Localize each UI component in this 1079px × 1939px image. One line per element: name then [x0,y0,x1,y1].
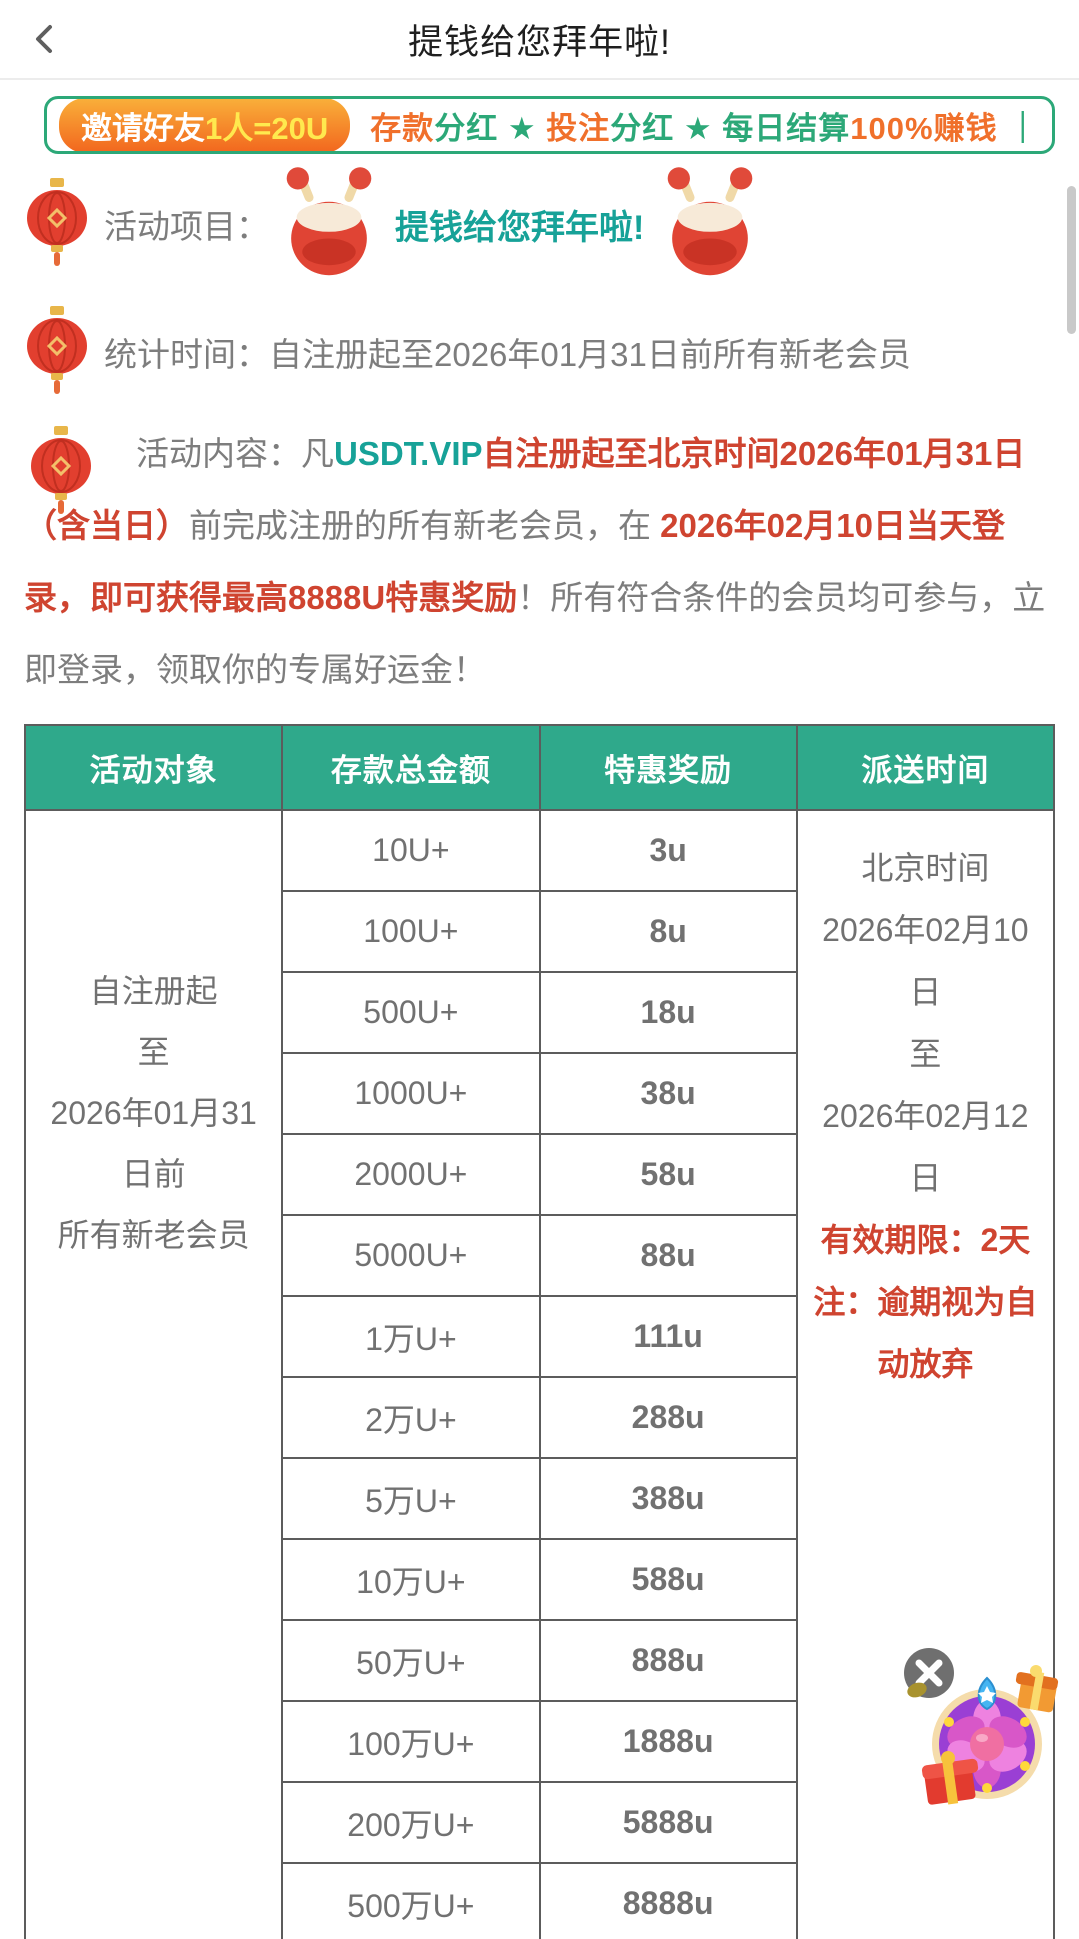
deposit-amount-cell: 5万U+ [281,1457,541,1540]
table-row: 500U+ 18u [25,971,1054,1054]
table-row: 200万U+ 5888u [25,1781,1054,1864]
table-row: 50万U+ 888u [25,1619,1054,1702]
deposit-amount-cell: 2000U+ [281,1133,541,1216]
text-segment: 100%赚钱 [850,110,998,146]
col-header-target: 活动对象 [23,724,284,811]
promo-banner: 邀请好友1人=20U 存款分红 ★ 投注分红 ★ 每日结算100%赚钱 ｜ [44,96,1055,154]
deposit-amount-cell: 500U+ [281,971,541,1054]
info-section: 活动项目： 提钱给您拜年啦! [0,158,1079,706]
deposit-amount-cell: 10万U+ [281,1538,541,1621]
lantern-icon [31,426,91,514]
col-header-reward: 特惠奖励 [538,724,798,811]
info-label-content: 活动内容： [136,435,301,472]
deposit-amount-cell: 5000U+ [281,1214,541,1297]
reward-cell: 111u [538,1295,798,1378]
close-button[interactable] [902,1646,956,1700]
reward-cell: 3u [538,809,798,892]
app-header: 提钱给您拜年啦! [0,0,1079,80]
reward-cell: 388u [538,1457,798,1540]
text-segment: 自注册起至北京时间2026年01月31日（含当日） [24,435,1026,544]
deposit-amount-cell: 100万U+ [281,1700,541,1783]
table-row: 5000U+ 88u [25,1214,1054,1297]
text-segment: 前完成注册的所有新老会员，在 [189,507,661,544]
table-row: 自注册起至 2026年01月31 日前 所有新老会员 10U+ 3u 北京时间 2026年02… [23,809,1056,1939]
info-label-statistics: 统计时间： [104,336,269,373]
col-header-deposit: 存款总金额 [281,724,541,811]
text-segment: 存款 [370,110,435,146]
text-segment: ！所有符合条件的会员均可参与，立即登录，领取你的专属好运金！ [24,579,1046,688]
table-row: 100U+ 8u [25,890,1054,973]
invite-pill-text: 邀请好友 [81,110,205,146]
banner-marquee-text: 存款分红 ★ 投注分红 ★ 每日结算100%赚钱 ｜ [370,103,1039,148]
reward-cell: 8888u [538,1862,798,1939]
orange-gift-icon [1015,1665,1059,1713]
reward-cell: 8u [538,890,798,973]
lantern-icon [27,306,87,394]
invite-pill: 邀请好友1人=20U [59,99,351,151]
invite-pill-highlight: 1人=20U [205,110,329,146]
activity-content-text: 凡USDT.VIP自注册起至北京时间2026年01月31日（含当日）前完成注册的… [24,435,1045,688]
table-row: 1万U+ 111u [25,1295,1054,1378]
info-label-project: 活动项目： [104,208,269,245]
deposit-amount-cell: 1000U+ [281,1052,541,1135]
reward-cell: 1888u [538,1700,798,1783]
table-row: 500万U+ 8888u [25,1862,1054,1939]
deposit-amount-cell: 500万U+ [281,1862,541,1939]
reward-cell: 18u [538,971,798,1054]
text-segment: 投注 [546,110,611,146]
page-title: 提钱给您拜年啦! [408,22,671,62]
deposit-amount-cell: 10U+ [281,809,541,892]
reward-cell: 5888u [538,1781,798,1864]
text-segment: ★ [498,110,547,146]
text-segment: ★ [674,110,723,146]
text-segment: 2026年02月10日当天登录，即可获得最高8888U特惠奖励 [24,507,1005,616]
back-button[interactable] [26,20,64,58]
reward-cell: 888u [538,1619,798,1702]
info-row-statistics: 统计时间： 自注册起至2026年01月31日前所有新老会员 [24,300,1055,404]
activity-title: 提钱给您拜年啦! [395,208,645,247]
table-row: 2万U+ 288u [25,1376,1054,1459]
reward-cell: 58u [538,1133,798,1216]
text-segment: 凡 [301,435,334,472]
table-header-row: 活动对象 存款总金额 特惠奖励 派送时间 [23,724,1056,811]
activity-target-cell: 自注册起至 2026年01月31 日前 所有新老会员 [23,809,284,1939]
drum-icon [668,167,753,276]
info-row-project: 活动项目： 提钱给您拜年啦! [24,158,1055,290]
drum-icon [286,167,372,276]
scrollbar-thumb[interactable] [1067,186,1076,334]
deposit-amount-cell: 50万U+ [281,1619,541,1702]
close-icon [904,1648,954,1698]
deposit-amount-cell: 1万U+ [281,1295,541,1378]
table-row: 10万U+ 588u [25,1538,1054,1621]
activity-content-paragraph: 活动内容：凡USDT.VIP自注册起至北京时间2026年01月31日（含当日）前… [24,418,1055,706]
deposit-amount-cell: 200万U+ [281,1781,541,1864]
chevron-left-icon [36,25,52,53]
table-row: 5万U+ 388u [25,1457,1054,1540]
statistics-value: 自注册起至2026年01月31日前所有新老会员 [269,336,911,373]
table-row: 2000U+ 58u [25,1133,1054,1216]
text-segment: USDT.VIP [334,435,483,472]
deposit-amount-cell: 100U+ [281,890,541,973]
rewards-table: 活动对象 存款总金额 特惠奖励 派送时间 自注册起至 2026年01月31 日前 所有… [23,724,1056,1939]
reward-cell: 588u [538,1538,798,1621]
text-segment: 分红 [434,110,499,146]
reward-cell: 88u [538,1214,798,1297]
reward-cell: 288u [538,1376,798,1459]
text-segment: ｜ [997,110,1040,146]
red-gift-icon [921,1751,979,1805]
text-segment: 分红 [610,110,675,146]
deposit-amount-cell: 2万U+ [281,1376,541,1459]
lantern-icon [27,178,87,266]
col-header-delivery: 派送时间 [795,724,1056,811]
table-row: 1000U+ 38u [25,1052,1054,1135]
table-row: 100万U+ 1888u [25,1700,1054,1783]
reward-cell: 38u [538,1052,798,1135]
text-segment: 每日结算 [722,110,851,146]
